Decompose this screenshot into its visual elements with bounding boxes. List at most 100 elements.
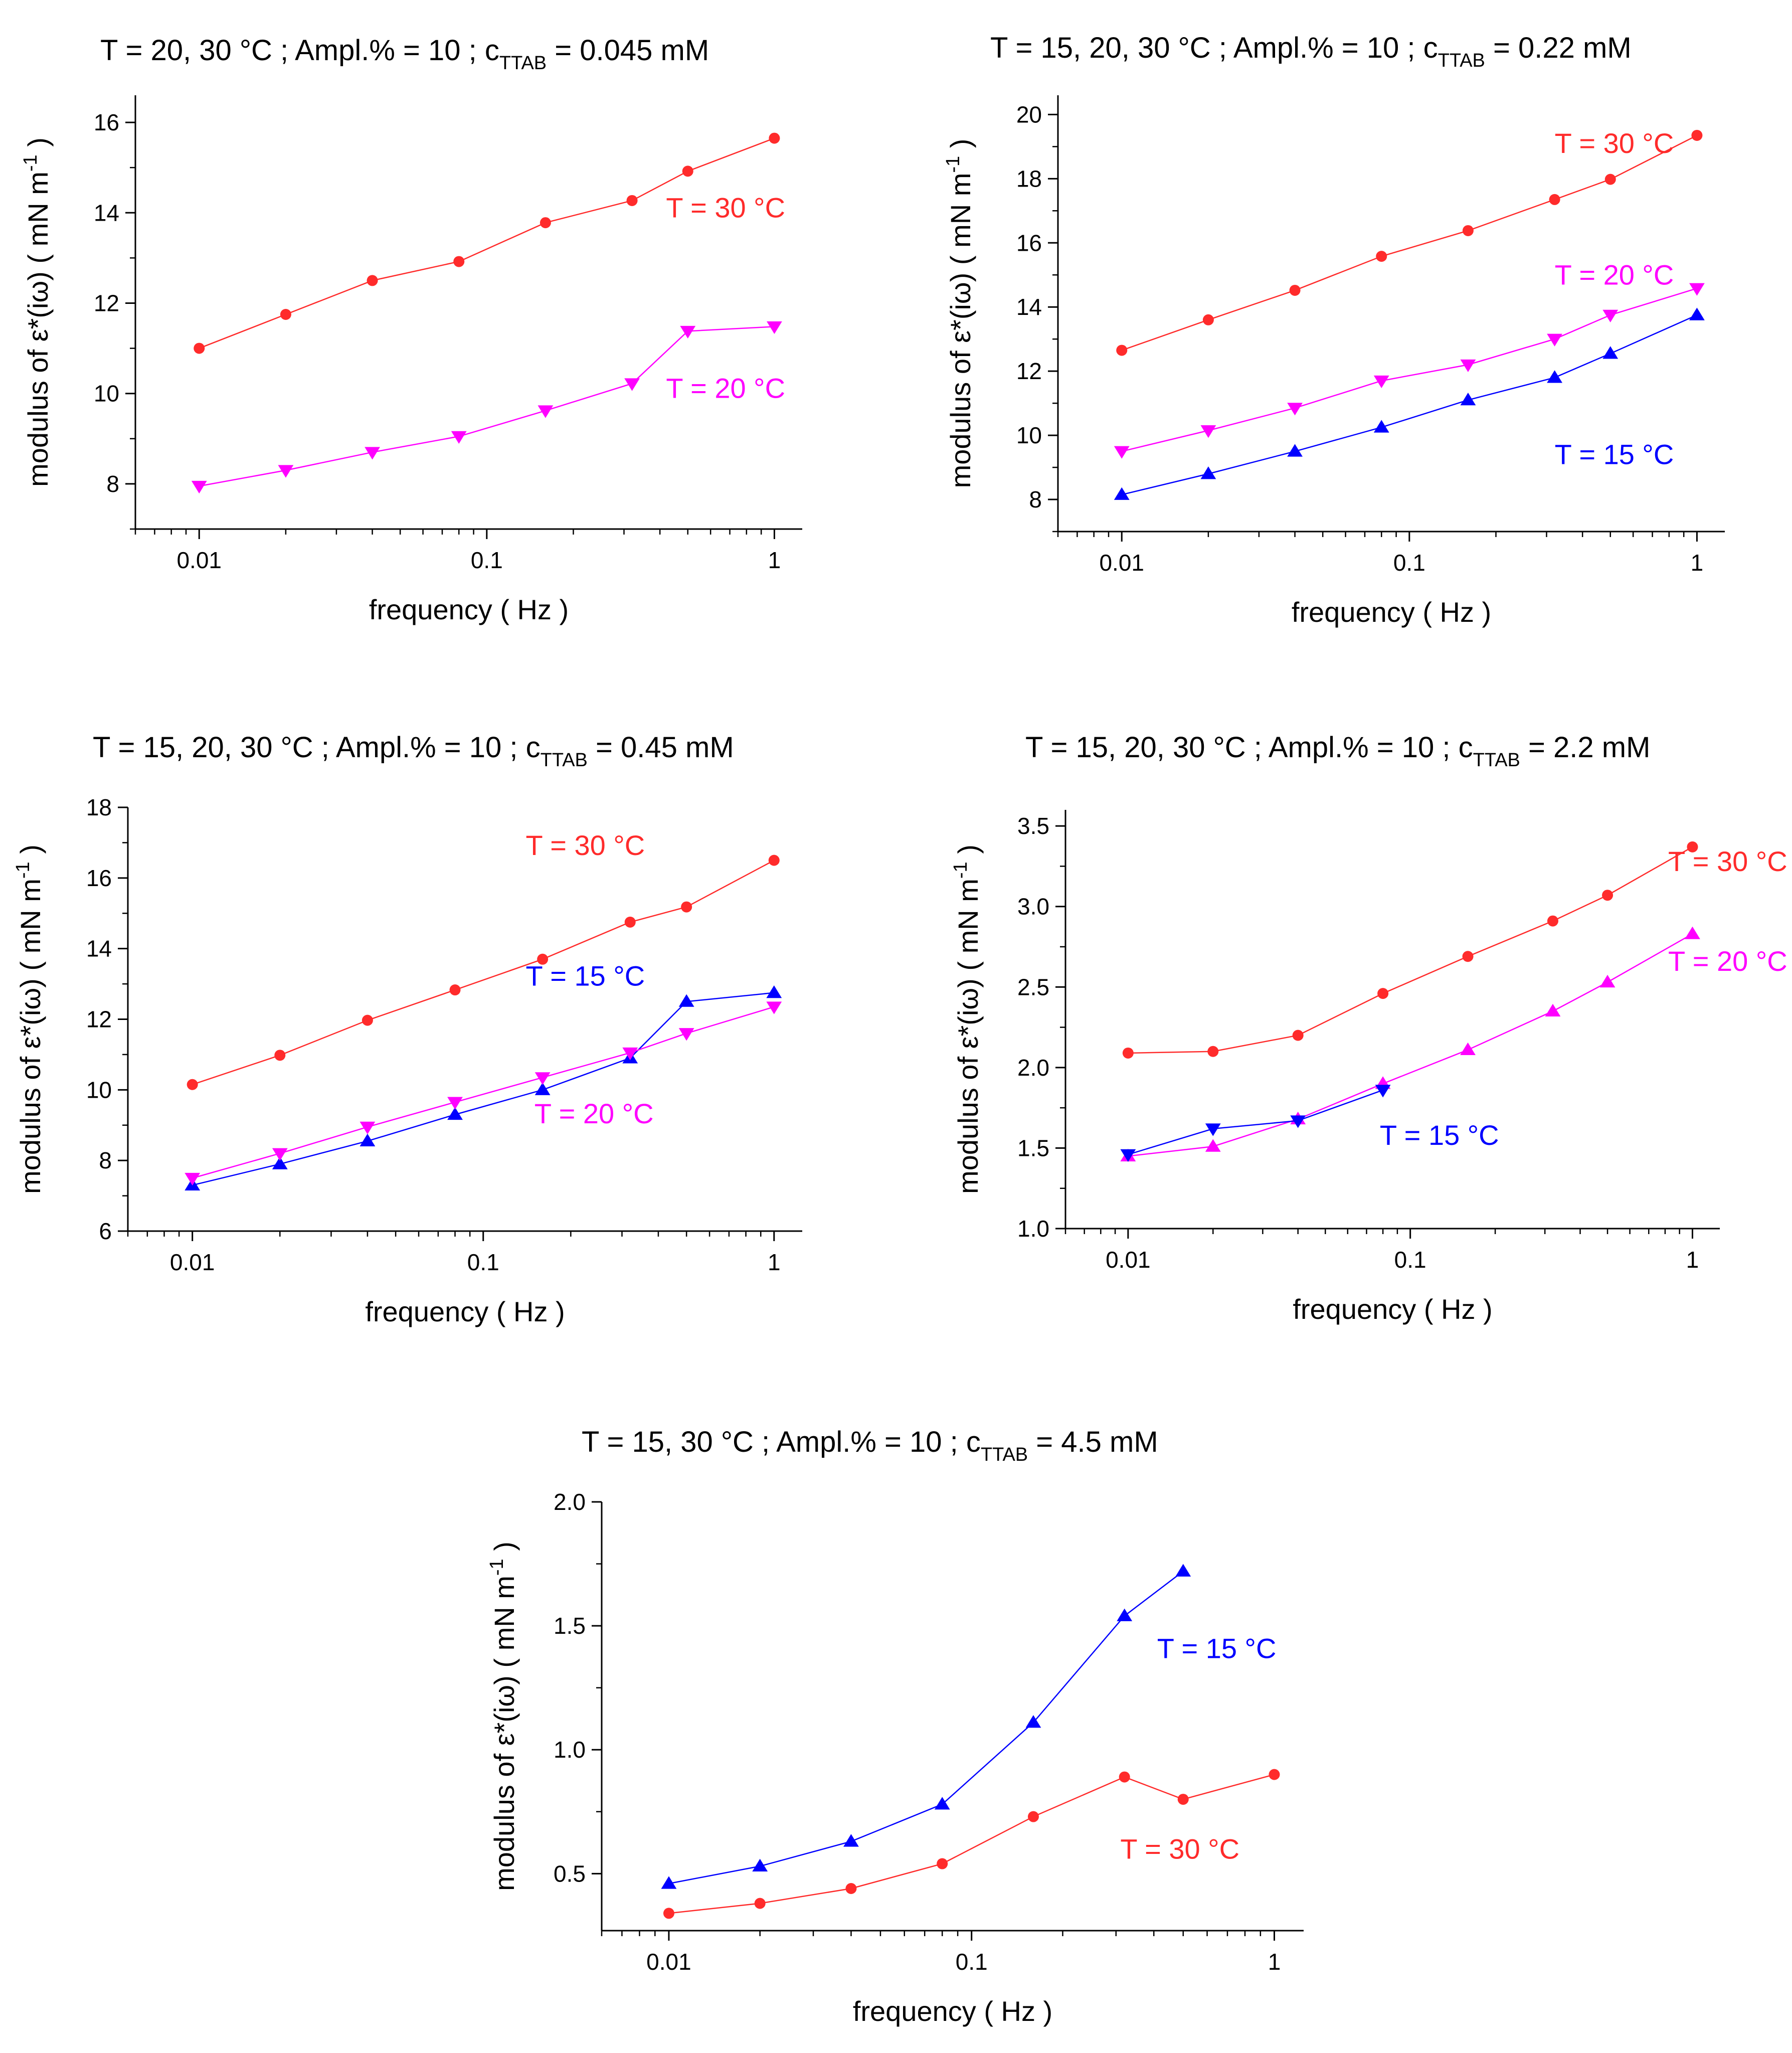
series-annotation: T = 20 °C (1668, 945, 1787, 977)
y-axis-label-main: modulus of ε*(iω) ( mN m (488, 1576, 520, 1891)
chart-title: T = 15, 20, 30 °C ; Ampl.% = 10 ; cTTAB … (93, 731, 734, 771)
data-point (1027, 1811, 1039, 1822)
series-annotation: T = 20 °C (1555, 259, 1674, 290)
y-axis-label-superscript: -1 (950, 862, 971, 879)
y-tick-label: 0.5 (554, 1860, 586, 1887)
chart-title-subscript: TTAB (1438, 50, 1485, 71)
chart-title-subscript: TTAB (499, 53, 547, 74)
data-point (622, 1047, 638, 1061)
data-point (360, 1133, 376, 1146)
chart-title: T = 15, 20, 30 °C ; Ampl.% = 10 ; cTTAB … (1025, 731, 1650, 771)
chart-panel-045mm: T = 15, 20, 30 °C ; Ampl.% = 10 ; cTTAB … (13, 731, 802, 1327)
chart-title: T = 15, 20, 30 °C ; Ampl.% = 10 ; cTTAB … (990, 32, 1632, 71)
data-point (1205, 1139, 1221, 1152)
data-point (1207, 1046, 1219, 1057)
series-line (199, 326, 775, 487)
data-point (1202, 314, 1214, 325)
y-tick-label: 8 (106, 471, 119, 497)
x-axis-label: frequency ( Hz ) (853, 1995, 1052, 2027)
data-point (1269, 1769, 1280, 1780)
series-line (1128, 1089, 1383, 1155)
chart-title-prefix: T = 20, 30 °C ; Ampl.% = 10 ; c (100, 34, 499, 67)
data-point (680, 325, 696, 339)
data-point (754, 1898, 766, 1909)
y-tick-label: 12 (86, 1006, 112, 1033)
data-point (1599, 974, 1616, 988)
x-tick-label: 0.01 (646, 1949, 691, 1975)
y-axis-label-main: modulus of ε*(iω) ( mN m (15, 879, 46, 1194)
series-line (1121, 314, 1697, 495)
y-axis-label: modulus of ε*(iω) ( mN m-1 ) (20, 137, 54, 487)
y-axis-label: modulus of ε*(iω) ( mN m-1 ) (943, 139, 976, 488)
data-point (1120, 1149, 1136, 1162)
y-axis-label-close: ) (488, 1542, 520, 1559)
y-tick-label: 12 (94, 290, 119, 316)
series-20c (191, 321, 782, 494)
chart-title-suffix: = 0.045 mM (547, 34, 709, 67)
x-tick-label: 1 (1268, 1949, 1281, 1975)
data-point (1547, 333, 1562, 347)
y-axis-label-superscript: -1 (20, 154, 41, 172)
data-point (1604, 174, 1616, 185)
y-tick-label: 8 (1029, 486, 1042, 512)
chart-title-subscript: TTAB (981, 1444, 1028, 1465)
data-point (1462, 225, 1474, 236)
data-point (1375, 1085, 1391, 1098)
series-line (1121, 134, 1697, 351)
data-point (1547, 915, 1558, 927)
y-tick-label: 14 (94, 200, 119, 226)
data-point (360, 1121, 376, 1134)
x-tick-label: 0.1 (956, 1949, 988, 1975)
data-point (534, 1072, 551, 1085)
data-point (1687, 841, 1698, 852)
data-point (537, 953, 549, 965)
y-tick-label: 14 (1016, 294, 1042, 320)
data-point (449, 984, 461, 996)
series-30c (663, 1769, 1280, 1919)
series-30c (1122, 841, 1698, 1059)
y-axis-label-close: ) (952, 844, 984, 862)
series-line (199, 137, 775, 349)
series-annotation: T = 15 °C (525, 960, 645, 992)
data-point (1290, 1115, 1306, 1128)
data-point (1114, 446, 1130, 459)
series-annotation: T = 15 °C (1157, 1632, 1277, 1664)
series-30c (1116, 129, 1703, 356)
data-point (1200, 466, 1216, 479)
data-point (1119, 1771, 1130, 1783)
data-point (447, 1097, 463, 1110)
data-point (1547, 370, 1562, 383)
data-point (1116, 345, 1128, 356)
data-point (1287, 403, 1303, 416)
chart-title-prefix: T = 15, 20, 30 °C ; Ampl.% = 10 ; c (1025, 731, 1473, 764)
y-tick-label: 2.5 (1017, 974, 1049, 1000)
data-point (1025, 1715, 1041, 1728)
data-point (274, 1050, 286, 1061)
data-point (365, 447, 380, 460)
data-point (934, 1797, 950, 1810)
data-point (626, 195, 638, 206)
data-point (1460, 359, 1476, 373)
series-annotation: T = 20 °C (666, 373, 785, 404)
data-point (534, 1082, 551, 1095)
data-point (1200, 425, 1216, 438)
y-tick-label: 18 (1016, 165, 1042, 192)
x-tick-label: 0.1 (467, 1249, 499, 1275)
series-line (192, 860, 775, 1085)
chart-title-suffix: = 4.5 mM (1028, 1426, 1158, 1458)
y-tick-label: 12 (1016, 358, 1042, 384)
series-annotation: T = 30 °C (1668, 845, 1787, 877)
series-annotation: T = 30 °C (1555, 127, 1674, 159)
x-tick-label: 0.01 (1106, 1247, 1151, 1273)
data-point (1460, 393, 1476, 406)
data-point (661, 1876, 677, 1889)
series-annotation: T = 15 °C (1555, 439, 1674, 470)
data-point (447, 1107, 463, 1120)
y-axis-label-superscript: -1 (13, 862, 34, 879)
y-axis-label-close: ) (15, 844, 46, 862)
y-tick-label: 1.0 (554, 1737, 586, 1763)
y-tick-label: 18 (86, 794, 112, 820)
data-point (845, 1883, 857, 1894)
data-point (681, 901, 692, 913)
data-point (766, 985, 782, 998)
